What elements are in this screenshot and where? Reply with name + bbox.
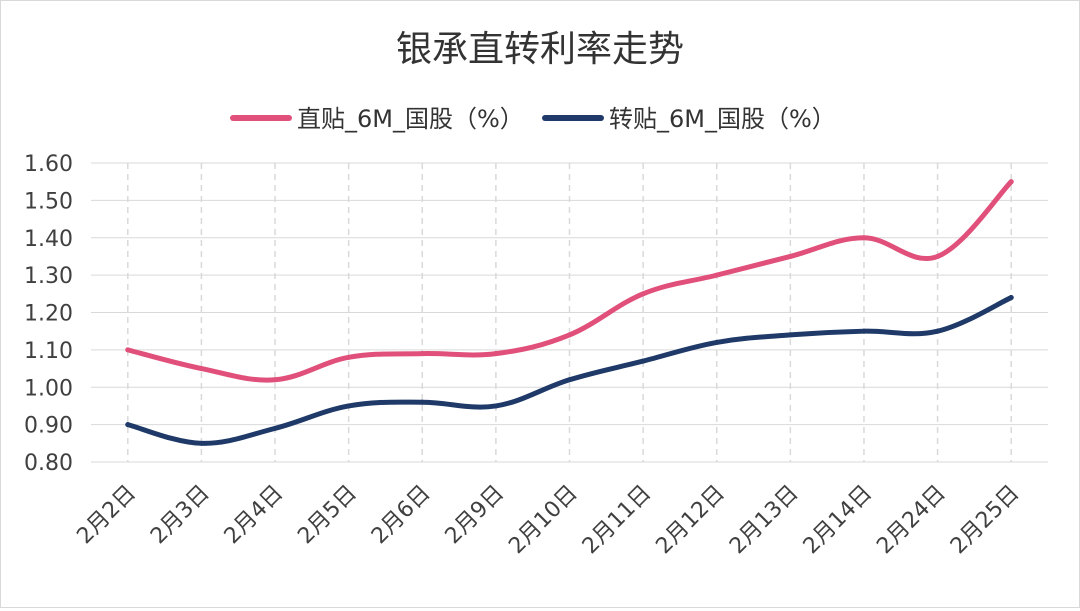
data-point [272,377,278,383]
data-point [567,377,572,383]
x-tick-label: 2月5日 [293,481,362,550]
data-point [198,440,204,446]
data-point [198,366,204,372]
x-tick-label: 2月24日 [872,481,950,559]
y-tick-label: 1.40 [24,227,73,252]
x-tick-label: 2月4日 [220,481,289,550]
data-point [567,332,572,338]
x-tick-label: 2月25日 [946,481,1024,559]
data-point [787,253,793,259]
x-tick-label: 2月9日 [441,481,510,550]
data-point [1008,295,1014,301]
data-point [640,358,646,364]
x-tick-label: 2月10日 [504,481,582,559]
data-point [861,235,867,241]
legend-label: 转贴_6M_国股（%） [609,105,836,133]
series-group [125,179,1014,446]
x-tick-label: 2月3日 [146,481,215,550]
data-point [714,339,720,345]
x-tick-label: 2月14日 [799,481,877,559]
data-point [272,425,278,431]
data-point [419,399,425,405]
x-tick-label: 2月2日 [72,481,141,550]
y-tick-label: 1.00 [24,376,73,401]
y-tick-label: 1.50 [24,189,73,214]
data-point [1008,179,1014,185]
data-point [935,328,941,334]
gridlines [91,162,1048,463]
y-tick-label: 0.90 [24,414,73,439]
chart-title: 银承直转利率走势 [396,29,684,70]
data-point [493,403,499,409]
x-axis: 2月2日 2月3日 2月4日 2月5日 2月6日 2月9日2月10日2月11日2月12日2… [72,481,1024,559]
x-tick-label: 2月6日 [367,481,436,550]
x-tick-label: 2月13日 [725,481,803,559]
data-point [935,253,941,259]
data-point [714,272,720,278]
legend: 直贴_6M_国股（%） 转贴_6M_国股（%） [230,105,836,133]
y-tick-label: 1.60 [24,152,73,177]
data-point [861,328,867,334]
data-point [640,291,646,297]
x-tick-label: 2月12日 [651,481,729,559]
data-point [346,403,352,409]
x-tick-label: 2月11日 [578,481,656,559]
data-point [787,332,793,338]
y-tick-label: 1.20 [24,302,73,327]
data-point [125,422,131,428]
data-point [346,354,352,360]
y-tick-label: 0.80 [24,451,73,476]
y-tick-label: 1.10 [24,339,73,364]
data-point [419,351,425,357]
data-point [125,347,131,353]
y-axis: 0.80 0.90 1.00 1.10 1.20 1.30 1.40 1.50 1.60 [24,152,73,476]
data-point [493,351,499,357]
y-tick-label: 1.30 [24,264,73,289]
legend-label: 直贴_6M_国股（%） [297,105,524,133]
